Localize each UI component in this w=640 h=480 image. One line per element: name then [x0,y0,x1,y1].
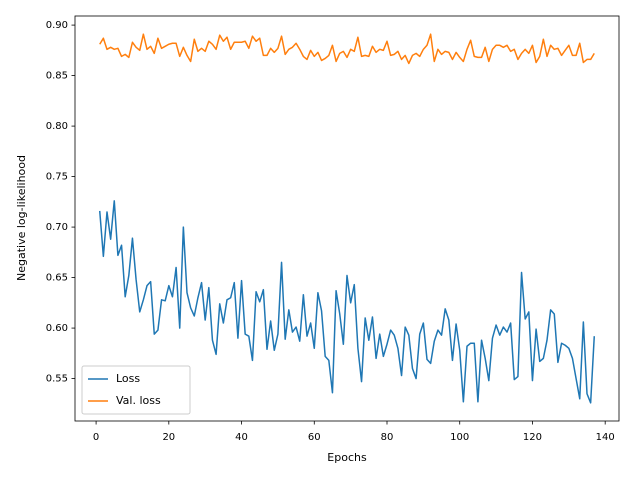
x-tick-label: 100 [450,432,469,443]
y-tick-label: 0.60 [46,323,68,334]
y-tick-label: 0.85 [46,71,68,82]
series-line [99,33,595,65]
x-tick-label: 120 [523,432,542,443]
axes-frame [74,15,620,422]
x-axis-label: Epochs [327,451,367,464]
legend-label: Val. loss [116,394,161,407]
series-line [98,200,596,404]
y-tick-label: 0.70 [46,222,68,233]
y-tick-label: 0.90 [46,20,68,31]
y-axis-label: Negative log-likelihood [15,155,28,281]
x-tick-label: 80 [381,432,394,443]
x-tick-label: 60 [308,432,321,443]
legend-box [81,365,191,415]
x-tick-label: 0 [93,432,99,443]
x-tick-label: 20 [162,432,175,443]
y-tick-label: 0.55 [46,374,68,385]
legend-label: Loss [116,372,140,385]
x-tick-label: 140 [596,432,615,443]
x-tick-label: 40 [235,432,248,443]
y-tick-label: 0.75 [46,172,68,183]
y-tick-label: 0.80 [46,121,68,132]
y-tick-label: 0.65 [46,273,68,284]
